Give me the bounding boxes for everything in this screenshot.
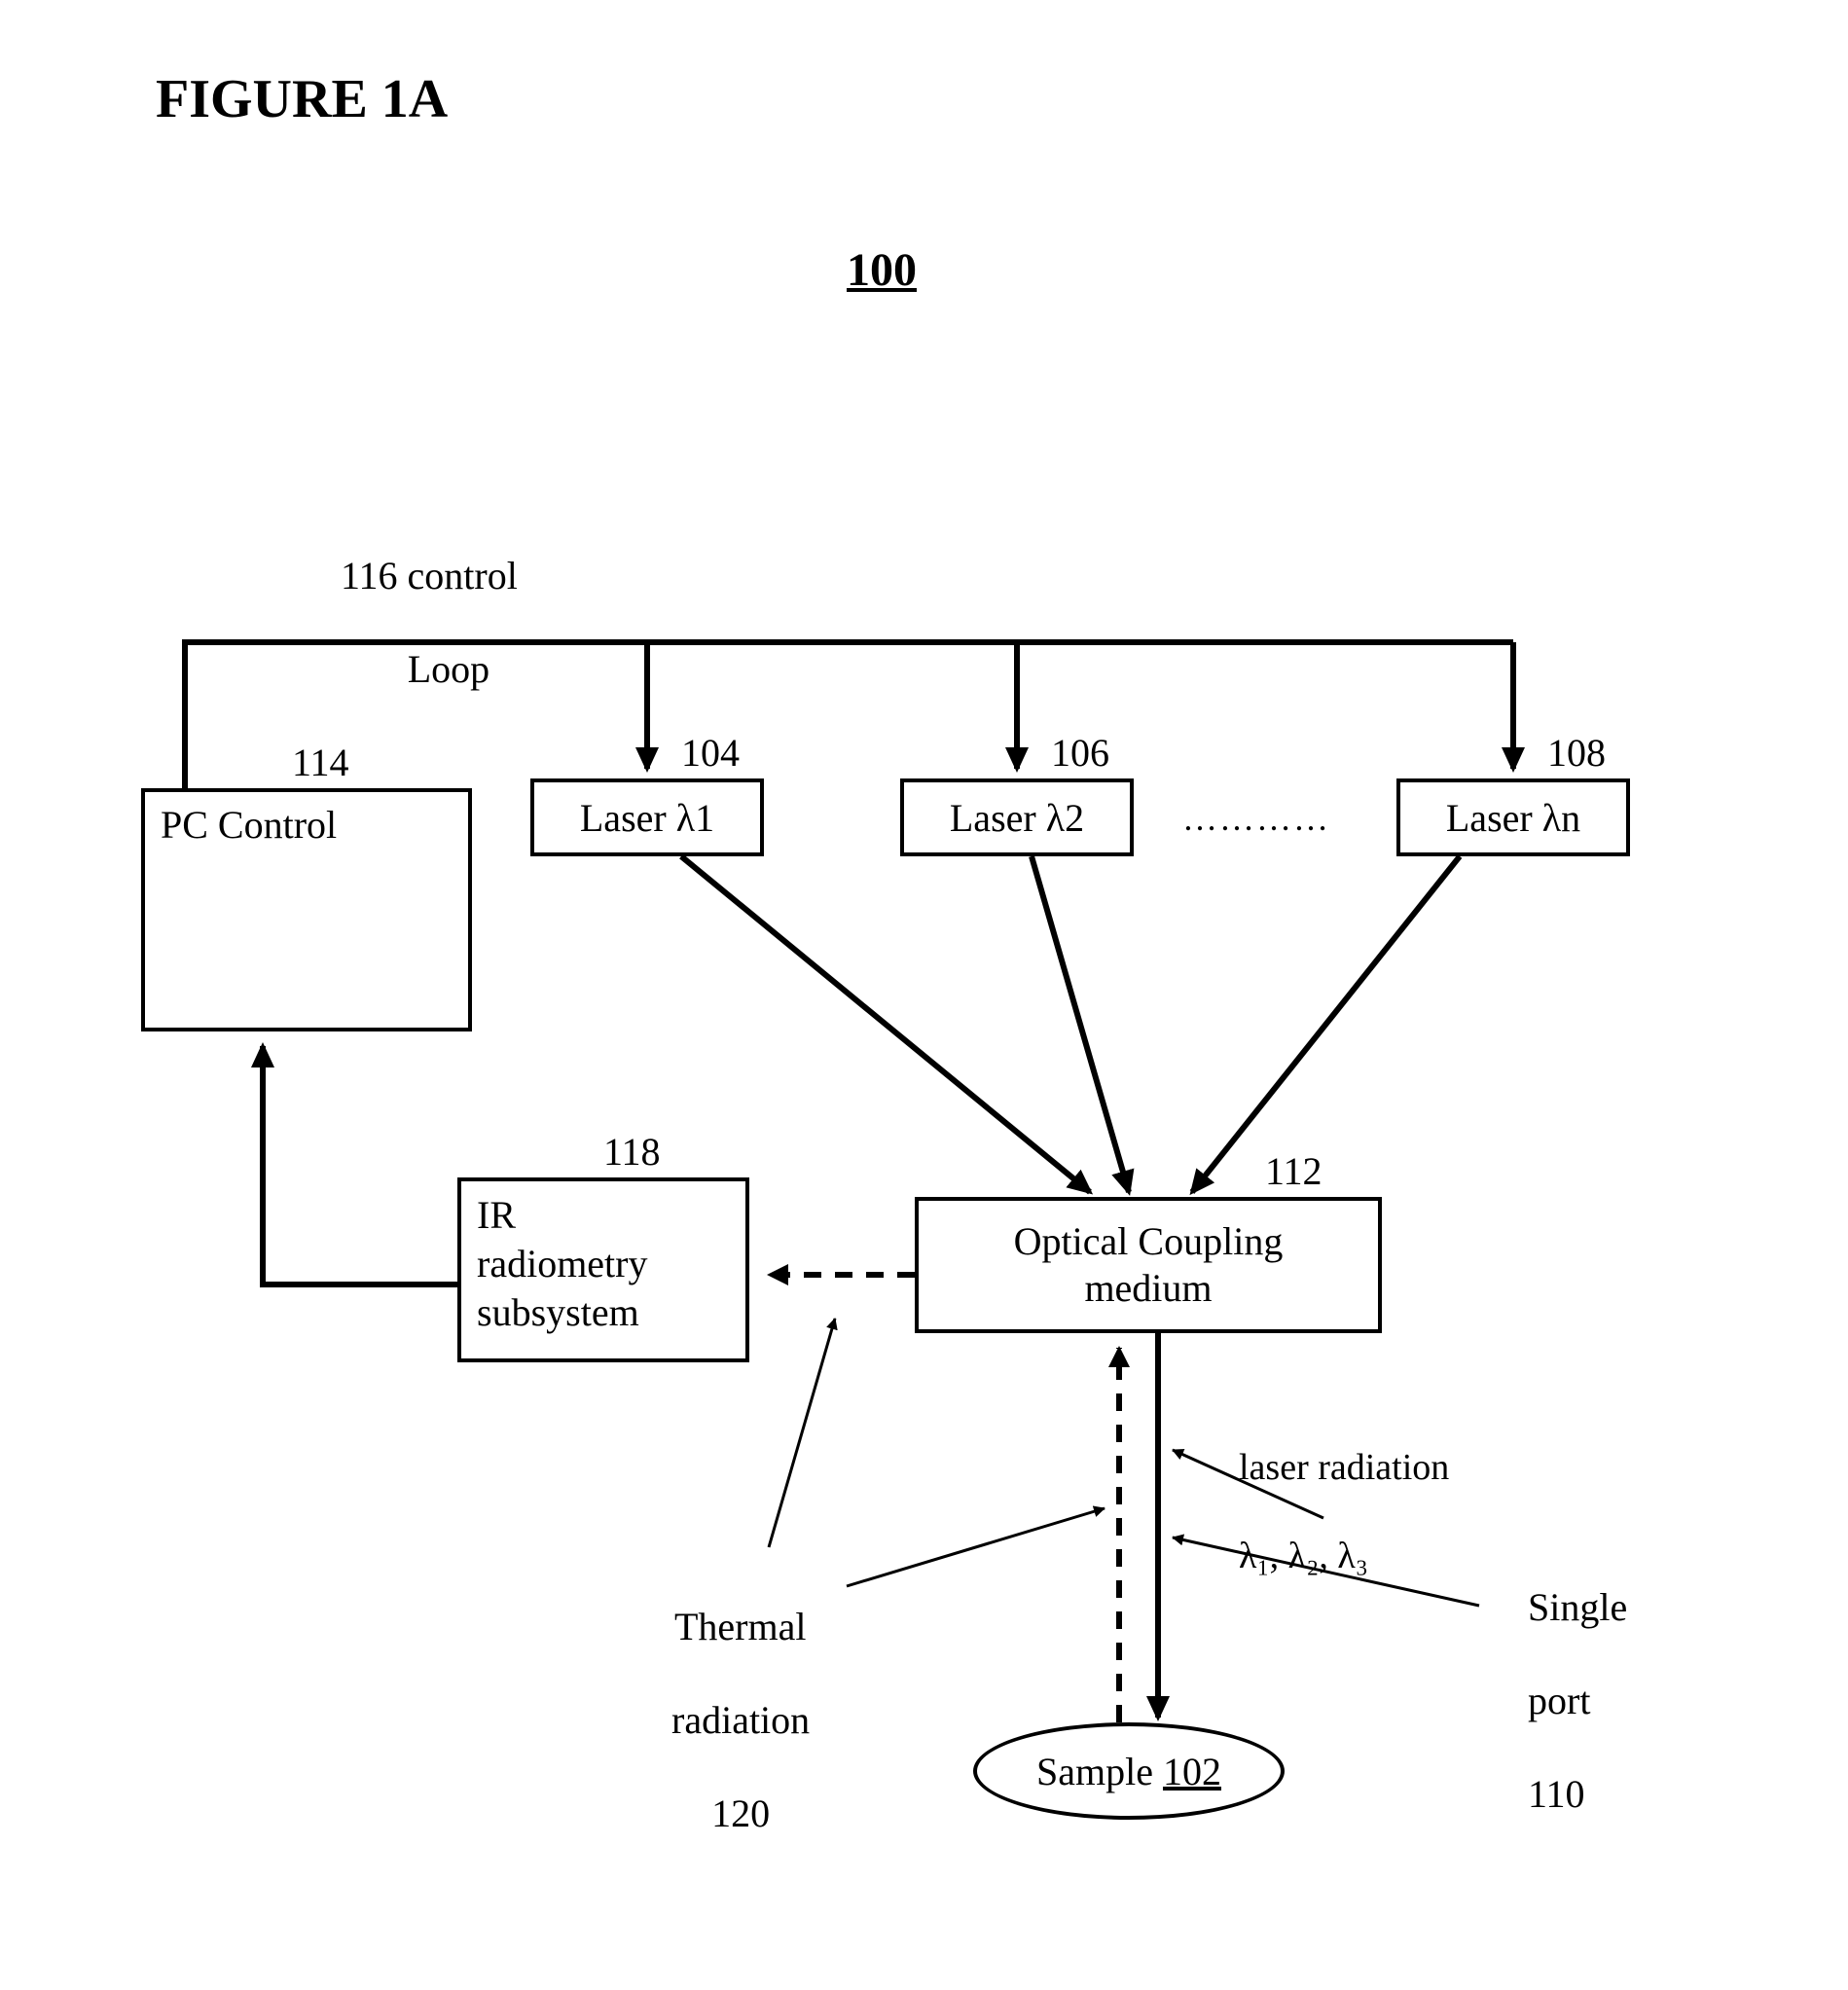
pc-control-label: PC Control bbox=[161, 802, 337, 848]
lasern-box: Laser λn bbox=[1396, 778, 1630, 856]
control-loop-line2: Loop bbox=[341, 646, 557, 693]
single-port-label: Single port 110 bbox=[1489, 1538, 1627, 1864]
pc-control-box: PC Control bbox=[141, 788, 472, 1031]
ir-box: IRradiometrysubsystem bbox=[457, 1177, 749, 1362]
lasern-label: Laser λn bbox=[1446, 795, 1580, 841]
sample-ellipse: Sample 102 bbox=[973, 1722, 1285, 1820]
ocm-label: Optical Couplingmedium bbox=[1014, 1218, 1284, 1312]
ir-label: IRradiometrysubsystem bbox=[477, 1191, 648, 1337]
laser2-box: Laser λ2 bbox=[900, 778, 1134, 856]
pc-control-ref: 114 bbox=[292, 740, 349, 786]
control-loop-label: 116 control Loop bbox=[302, 506, 518, 740]
sample-label: Sample 102 bbox=[1036, 1749, 1221, 1794]
ocm-ref: 112 bbox=[1265, 1148, 1323, 1195]
thermal-radiation-label: Thermal radiation 120 bbox=[633, 1557, 810, 1884]
laser1-label: Laser λ1 bbox=[580, 795, 714, 841]
laser2-ref: 106 bbox=[1051, 730, 1109, 777]
lasers-ellipsis: ………… bbox=[1182, 798, 1330, 840]
laser1-box: Laser λ1 bbox=[530, 778, 764, 856]
figure-title: FIGURE 1A bbox=[156, 68, 448, 130]
figure-ref-100: 100 bbox=[847, 243, 917, 297]
laser1-ref: 104 bbox=[681, 730, 740, 777]
laser2-label: Laser λ2 bbox=[950, 795, 1084, 841]
ir-ref: 118 bbox=[603, 1129, 661, 1176]
ocm-box: Optical Couplingmedium bbox=[915, 1197, 1382, 1333]
diagram-canvas: FIGURE 1A 100 116 control Loop 114 PC Co… bbox=[0, 0, 1848, 1990]
lasern-ref: 108 bbox=[1547, 730, 1606, 777]
control-loop-line1: 116 control bbox=[341, 554, 518, 597]
laser-radiation-label: laser radiation λ₁, λ₂, λ₃ bbox=[1202, 1401, 1449, 1623]
